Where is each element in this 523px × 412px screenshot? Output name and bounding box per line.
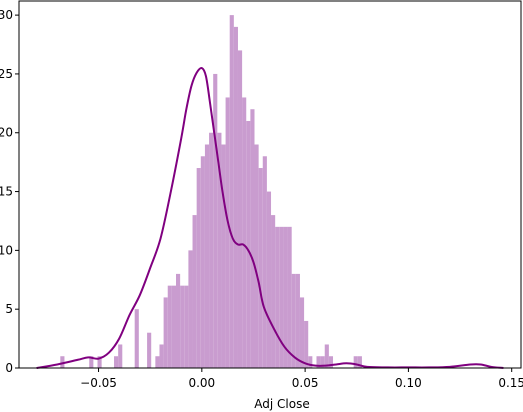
y-tick-label: 0 <box>5 361 13 375</box>
x-tick-label: −0.05 <box>80 376 117 390</box>
histogram-bar <box>200 156 205 368</box>
x-axis-label: Adj Close <box>254 397 309 411</box>
x-tick-label: 0.15 <box>498 376 523 390</box>
x-tick-label: 0.10 <box>395 376 422 390</box>
histogram-bar <box>147 332 152 368</box>
histogram-bar <box>271 215 276 368</box>
histogram-bar <box>213 73 218 368</box>
histogram-bar <box>250 109 255 368</box>
histogram-bar <box>167 285 172 368</box>
plot-frame <box>18 0 522 369</box>
histogram-bar <box>320 356 325 368</box>
x-axis-ticks: −0.05 0.00 0.05 0.10 0.15 <box>80 368 523 390</box>
histogram-bar <box>155 356 160 368</box>
histogram-bar <box>217 132 222 368</box>
histogram-bar <box>134 309 139 368</box>
histogram-bar <box>291 273 296 368</box>
histogram-bar <box>176 273 181 368</box>
histogram-bar <box>192 215 197 368</box>
x-tick-label: 0.05 <box>292 376 319 390</box>
histogram-bar <box>97 356 102 368</box>
histogram-bar <box>262 156 267 368</box>
histogram-bar <box>118 344 123 368</box>
histogram-bar <box>357 356 362 368</box>
histogram-bar <box>196 168 201 368</box>
y-tick-label: 25 <box>0 67 13 81</box>
y-tick-label: 5 <box>5 302 13 316</box>
histogram-bar <box>184 285 189 368</box>
y-tick-label: 20 <box>0 126 13 140</box>
histogram-bar <box>221 144 226 368</box>
y-tick-label: 30 <box>0 8 13 22</box>
histogram-bar <box>254 144 259 368</box>
y-axis-ticks: 0 5 10 15 20 25 30 <box>0 8 19 375</box>
x-tick-label: 0.00 <box>188 376 215 390</box>
histogram-bar <box>229 15 234 368</box>
histogram-bar <box>324 344 329 368</box>
histogram-bar <box>242 97 247 368</box>
histogram-bar <box>180 285 185 368</box>
histogram-bar <box>171 285 177 368</box>
kde-line <box>36 66 504 369</box>
histogram-bar <box>204 144 210 368</box>
histogram-bar <box>316 356 321 368</box>
histogram-bar <box>159 344 164 368</box>
histogram-bar <box>295 273 300 368</box>
histogram-bar <box>304 320 309 368</box>
histogram-bar <box>89 356 94 368</box>
histogram-bar <box>60 356 65 368</box>
histogram-bar <box>308 356 313 368</box>
histogram-bar <box>258 168 263 368</box>
histogram-bar <box>188 250 193 368</box>
histogram-bar <box>275 226 280 368</box>
histogram-bar <box>279 226 284 368</box>
histogram-bar <box>114 356 119 368</box>
histogram-bar <box>328 356 334 368</box>
histogram-bar <box>163 297 168 368</box>
histogram-bar <box>266 191 272 368</box>
histogram-bar <box>209 132 214 368</box>
histogram-bar <box>353 356 358 368</box>
histogram-bar <box>299 297 305 368</box>
histogram-bar <box>246 120 251 368</box>
y-tick-label: 10 <box>0 243 13 257</box>
histogram-bars <box>60 15 362 369</box>
histogram-bar <box>225 97 230 368</box>
histogram-bar <box>233 26 238 368</box>
histogram-bar <box>283 226 288 368</box>
y-tick-label: 15 <box>0 185 13 199</box>
histogram-bar <box>237 50 243 369</box>
histogram-bar <box>287 226 292 368</box>
